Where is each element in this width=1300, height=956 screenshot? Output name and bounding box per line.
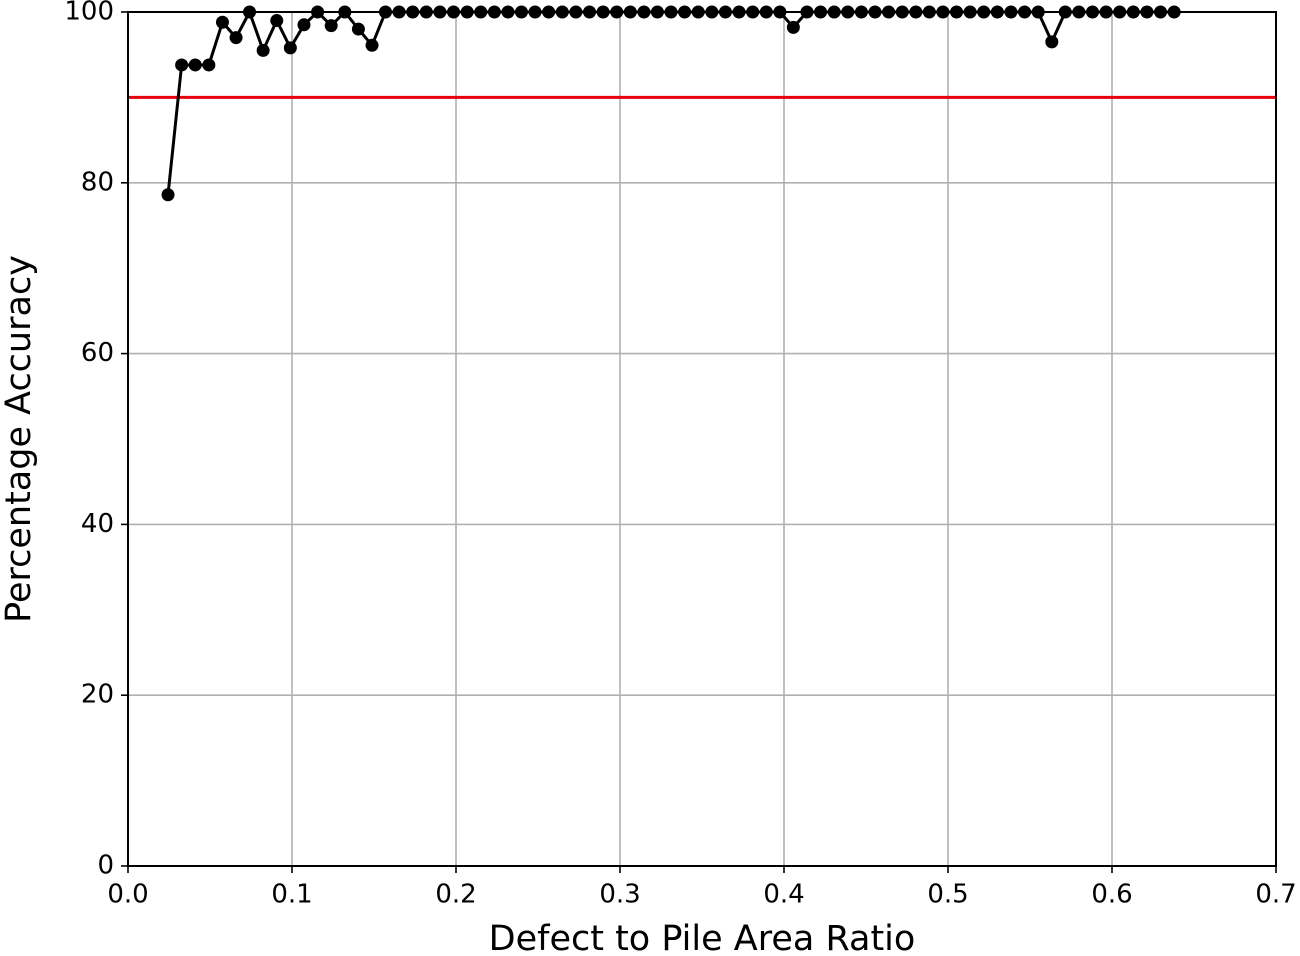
x-tick-label: 0.1 [271,880,312,910]
y-tick-label: 40 [81,509,114,539]
data-point [202,58,216,72]
data-point [324,19,338,33]
y-tick-label: 60 [81,338,114,368]
data-point [365,38,379,52]
y-tick-label: 0 [97,851,114,881]
x-tick-label: 0.4 [763,880,804,910]
y-axis-label: Percentage Accuracy [0,255,39,623]
data-point [161,188,175,202]
data-point [175,58,189,72]
data-point [283,41,297,55]
data-line [166,8,1175,195]
data-point [297,18,311,32]
y-tick-label: 20 [81,680,114,710]
data-point [215,15,229,29]
y-tick-label: 100 [64,0,114,27]
data-point [229,31,243,45]
y-tick-label: 80 [81,167,114,197]
x-tick-label: 0.3 [599,880,640,910]
x-axis-label: Defect to Pile Area Ratio [489,919,916,956]
data-point [188,58,202,72]
data-point [256,43,270,57]
plot-frame [127,11,1277,867]
data-point [786,20,800,34]
data-point [270,14,284,28]
x-tick-label: 0.0 [107,880,148,910]
data-point [1045,35,1059,49]
x-tick-label: 0.7 [1255,880,1296,910]
data-point [351,22,365,36]
x-tick-label: 0.6 [1091,880,1132,910]
x-tick-label: 0.2 [435,880,476,910]
x-tick-label: 0.5 [927,880,968,910]
